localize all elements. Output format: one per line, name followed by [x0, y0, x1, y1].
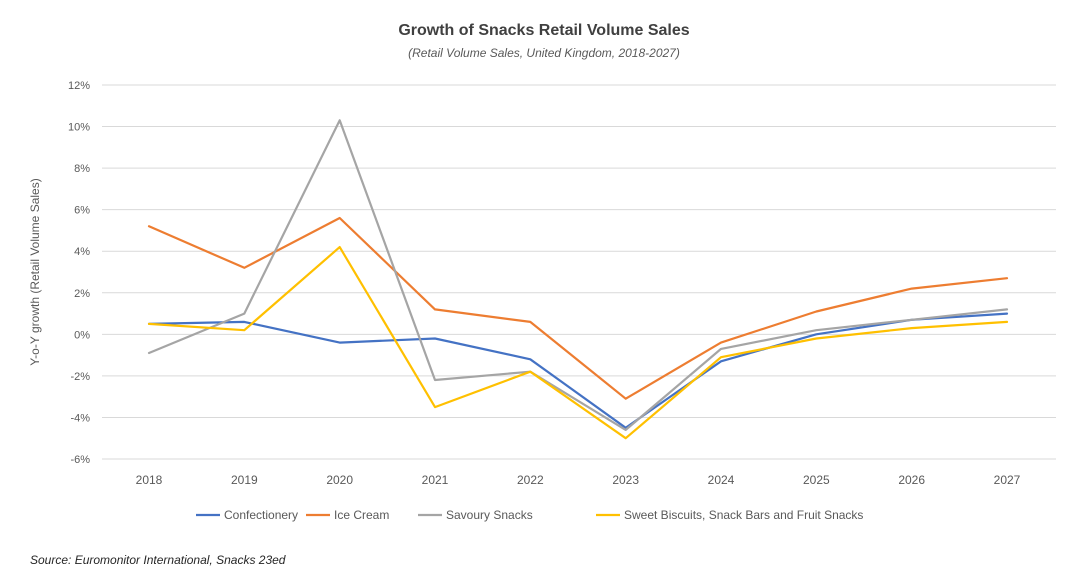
series-line-ice-cream	[147, 216, 1009, 400]
x-tick-label: 2027	[994, 473, 1021, 487]
y-tick-label: 0%	[74, 329, 90, 341]
legend-label: Sweet Biscuits, Snack Bars and Fruit Sna…	[624, 508, 863, 522]
legend-label: Confectionery	[224, 508, 298, 522]
y-tick-label: 2%	[74, 288, 90, 300]
x-tick-label: 2025	[803, 473, 830, 487]
legend-label: Ice Cream	[334, 508, 389, 522]
legend: Confectionery Ice Cream Savoury Snacks Swee…	[196, 508, 863, 522]
legend-label: Savoury Snacks	[446, 508, 533, 522]
y-tick-label: 8%	[74, 163, 90, 175]
series-line-savoury-snacks	[147, 119, 1009, 431]
x-tick-label: 2022	[517, 473, 544, 487]
x-tick-label: 2021	[422, 473, 449, 487]
y-tick-label: 4%	[74, 246, 90, 258]
y-axis-ticks: -6% -4% -2% 0% 2% 4% 6% 8% 10% 12%	[68, 80, 90, 466]
x-tick-label: 2024	[708, 473, 735, 487]
source-note: Source: Euromonitor International, Snack…	[30, 553, 286, 567]
series-lines	[147, 119, 1009, 440]
y-tick-label: -4%	[70, 412, 90, 424]
chart-subtitle: (Retail Volume Sales, United Kingdom, 20…	[408, 46, 680, 60]
x-tick-label: 2023	[612, 473, 639, 487]
gridlines	[102, 84, 1056, 460]
chart-title: Growth of Snacks Retail Volume Sales	[398, 22, 690, 39]
x-tick-label: 2020	[326, 473, 353, 487]
x-tick-label: 2019	[231, 473, 258, 487]
y-tick-label: 6%	[74, 205, 90, 217]
y-tick-label: -6%	[70, 454, 90, 466]
y-tick-label: 12%	[68, 80, 90, 92]
x-tick-label: 2018	[136, 473, 163, 487]
x-tick-label: 2026	[898, 473, 925, 487]
series-line-sweet-biscuits-snack-bars-and-fruit-snacks	[147, 246, 1009, 440]
y-tick-label: -2%	[70, 371, 90, 383]
series-line-confectionery	[147, 312, 1009, 429]
y-tick-label: 10%	[68, 122, 90, 134]
x-axis-ticks: 2018 2019 2020 2021 2022 2023 2024 2025 2026 2027	[136, 473, 1021, 487]
